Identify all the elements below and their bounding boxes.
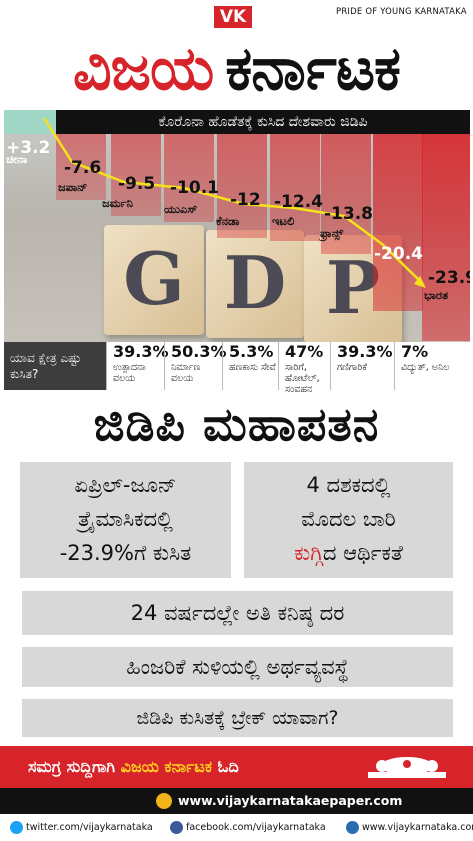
fact-box-quarter-decline: ಏಪ್ರಿಲ್-ಜೂನ್ ತ್ರೈಮಾಸಿಕದಲ್ಲಿ -23.9%ಗೆ ಕುಸ… (20, 462, 231, 578)
sector-percent: 5.3% (229, 342, 274, 361)
data-label: -9.5 (118, 174, 156, 194)
country-label: ಚೀನಾ (6, 152, 28, 166)
sector-item: 39.3% ಉತ್ಪಾದನಾ ವಲಯ (106, 342, 169, 390)
country-label: ಜರ್ಮನಿ (102, 196, 134, 210)
sector-name: ಸಾರಿಗೆ, ಹೋಟೆಲ್, ಸಂವಹನ (285, 362, 320, 395)
gdp-cube-d: D (206, 230, 304, 338)
sector-percent: 39.3% (337, 342, 393, 361)
country-label: ಫ್ರಾನ್ಸ್ (320, 226, 344, 240)
fact-box-line: -23.9%ಗೆ ಕುಸಿತ (59, 541, 192, 565)
data-label: -10.1 (170, 178, 219, 198)
chart-title: ಕೊರೊನಾ ಹೊಡೆತಕ್ಕೆ ಕುಸಿದ ದೇಶವಾರು ಜಿಡಿಪಿ (56, 110, 470, 134)
fact-box-line: ತ್ರೈಮಾಸಿಕದಲ್ಲಿ (78, 507, 173, 531)
sector-name: ಗಣಿಗಾರಿಕೆ (337, 362, 368, 373)
data-label: -20.4 (374, 244, 423, 264)
country-label: ಜಪಾನ್ (58, 180, 88, 194)
sector-name: ವಿದ್ಯುತ್, ಅನಿಲ (401, 362, 450, 373)
cube-letter-p: P (325, 245, 381, 330)
globe-icon (156, 793, 172, 809)
gdp-chart: G D P ಕೊರೊನಾ ಹೊಡೆತಕ್ಕೆ ಕುಸಿದ ದೇಶವಾರು ಜಿಡ… (4, 110, 470, 342)
headline: ಜಿಡಿಪಿ ಮಹಾಪತನ (93, 397, 380, 451)
sector-item: 47% ಸಾರಿಗೆ, ಹೋಟೆಲ್, ಸಂವಹನ (278, 342, 330, 395)
promo-brand: ವಿಜಯ ಕರ್ನಾಟಕ (120, 757, 213, 776)
fact-box-recession: ಹಿಂಜರಿಕೆ ಸುಳಿಯಲ್ಲಿ ಅರ್ಥವ್ಯವಸ್ಥೆ (22, 647, 453, 687)
tagline: PRIDE OF YOUNG KARNATAKA (336, 7, 467, 17)
chart-bar (111, 134, 161, 217)
fact-box-line-rest: ದ ಆರ್ಥಿಕತೆ (322, 541, 403, 565)
fact-box-question: ಜಿಡಿಪಿ ಕುಸಿತಕ್ಕೆ ಬ್ರೇಕ್ ಯಾವಾಗ? (22, 699, 453, 737)
sector-item: 7% ವಿದ್ಯುತ್, ಅನಿಲ (394, 342, 470, 390)
data-label: -13.8 (324, 204, 373, 224)
promo-text-end: ಓದಿ (212, 757, 239, 776)
sector-item: 5.3% ಹಣಕಾಸು ಸೇವೆ (222, 342, 278, 390)
sector-percent: 50.3% (171, 342, 227, 361)
country-label: ಭಾರತ (424, 288, 449, 302)
promo-text-start: ಸಮಗ್ರ ಸುದ್ದಿಗಾಗಿ (28, 757, 121, 776)
data-label: -23.9 (428, 268, 470, 288)
facebook-icon (170, 821, 183, 834)
masthead-word-vijaya: ವಿಜಯ (72, 34, 214, 104)
data-label: +3.2 (6, 138, 51, 158)
data-label: -12.4 (274, 192, 323, 212)
masthead-word-karnataka: ಕರ್ನಾಟಕ (225, 34, 401, 104)
chart-bar (164, 134, 214, 222)
footer-promo-text: ಸಮಗ್ರ ಸುದ್ದಿಗಾಗಿ ವಿಜಯ ಕರ್ನಾಟಕ ಓದಿ (28, 746, 239, 788)
fact-box-line: ಮೊದಲ ಬಾರಿ (301, 507, 396, 531)
sector-item: 50.3% ನಿರ್ಮಾಣ ವಲಯ (164, 342, 227, 390)
trend-line (42, 117, 426, 288)
chart-bar (217, 134, 267, 238)
fact-box-lowest-rate: 24 ವರ್ಷದಲ್ಲೇ ಅತಿ ಕನಿಷ್ಠ ದರ (22, 591, 453, 635)
chart-bar (373, 134, 423, 311)
sector-question: ಯಾವ ಕ್ಷೇತ್ರ ಎಷ್ಟು ಕುಸಿತ? (4, 342, 106, 390)
twitter-icon (10, 821, 23, 834)
social-bar (0, 814, 473, 841)
sector-percent: 39.3% (113, 342, 169, 361)
website-link[interactable]: www.vijaykarnataka.com (362, 822, 473, 833)
vk-logo-badge: VK (214, 6, 252, 28)
highlight-word: ಕುಗ್ಗಿ (294, 541, 323, 565)
chart-bar (270, 134, 320, 242)
cube-letter-g: G (123, 236, 185, 321)
masthead: ವಿಜಯ ಕರ್ನಾಟಕ (0, 28, 473, 110)
sector-name: ಉತ್ಪಾದನಾ ವಲಯ (113, 362, 146, 384)
data-label: -7.6 (64, 158, 102, 178)
epaper-link[interactable]: www.vijaykarnatakaepaper.com (178, 793, 403, 808)
sector-percent: 7% (401, 342, 429, 361)
epaper-bar (0, 788, 473, 814)
facebook-link[interactable]: facebook.com/vijaykarnataka (186, 822, 326, 833)
country-label: ಕೆನಡಾ (216, 214, 240, 228)
chart-bar (422, 134, 470, 342)
sector-name: ಹಣಕಾಸು ಸೇವೆ (229, 362, 276, 373)
fact-box-four-decades: 4 ದಶಕದಲ್ಲಿ ಮೊದಲ ಬಾರಿ ಕುಗ್ಗಿದ ಆರ್ಥಿಕತೆ (244, 462, 453, 578)
chart-bar (321, 134, 371, 254)
web-icon (346, 821, 359, 834)
gdp-cube-g: G (104, 225, 204, 335)
twitter-link[interactable]: twitter.com/vijaykarnataka (26, 822, 153, 833)
data-label: -12 (230, 190, 261, 210)
fact-box-line: ಕುಗ್ಗಿದ ಆರ್ಥಿಕತೆ (244, 536, 453, 570)
emblem-icon (368, 757, 446, 778)
country-label: ಇಟಲಿ (272, 214, 295, 228)
sector-percent: 47% (285, 342, 324, 361)
fact-box-line: ಏಪ್ರಿಲ್-ಜೂನ್ (74, 473, 177, 497)
cube-letter-d: D (223, 240, 287, 325)
chart-bar (56, 134, 106, 200)
fact-box-line: 4 ದಶಕದಲ್ಲಿ (306, 473, 391, 497)
sector-item: 39.3% ಗಣಿಗಾರಿಕೆ (330, 342, 394, 390)
country-label: ಯುಎಸ್ (164, 202, 198, 216)
sector-name: ನಿರ್ಮಾಣ ವಲಯ (171, 362, 201, 384)
